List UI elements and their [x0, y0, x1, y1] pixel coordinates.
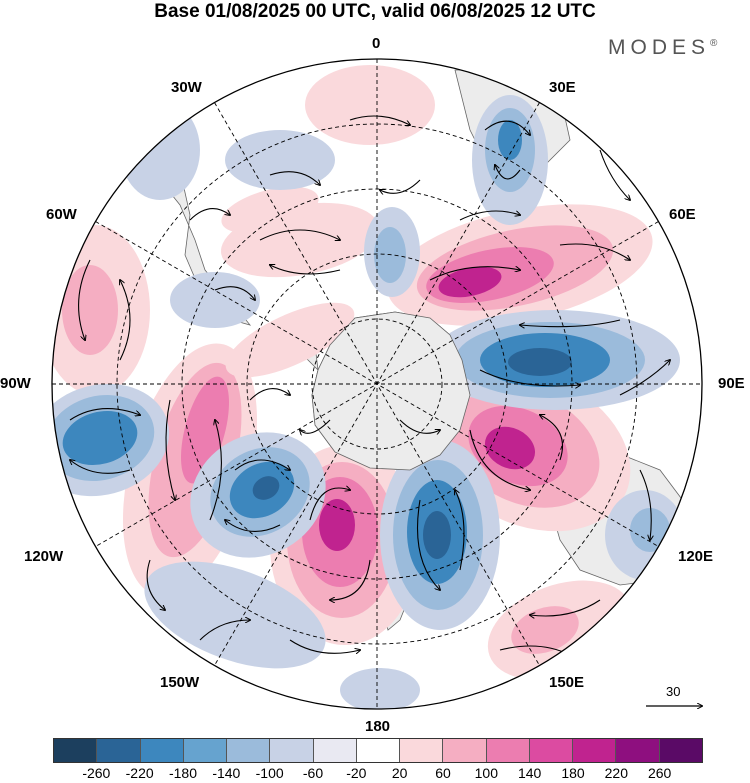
antarctica-overlay [311, 311, 471, 471]
colorbar-tick-label: -60 [302, 765, 324, 781]
colorbar-swatch [573, 739, 617, 762]
colorbar-tick-label: 60 [435, 765, 451, 781]
colorbar-swatch [659, 739, 702, 762]
colorbar-tick-label: -140 [212, 765, 241, 781]
colorbar-tick-label: -180 [168, 765, 198, 781]
colorbar-ticks: -260 -220 -180 -140 -100 -60 -20 20 60 100 140 180 2… [0, 765, 750, 783]
lon-label-150e: 150E [549, 674, 585, 691]
colorbar-swatch [443, 739, 487, 762]
colorbar-swatch [616, 739, 660, 762]
lon-label-30w: 30W [171, 79, 202, 96]
modes-logo: MODES® [608, 36, 722, 60]
brand-registered-mark: ® [710, 38, 723, 49]
colorbar-tick-label: -100 [255, 765, 284, 781]
lon-label-150w: 150W [160, 674, 200, 691]
colorbar-swatch [183, 739, 228, 762]
lon-label-180: 180 [365, 718, 391, 735]
colorbar-tick-label: -260 [82, 765, 111, 781]
colorbar-swatch [140, 739, 184, 762]
colorbar-swatch [313, 739, 357, 762]
lon-label-120w: 120W [24, 548, 64, 565]
colorbar-tick-label: 220 [604, 765, 629, 781]
lon-label-90e: 90E [718, 375, 745, 392]
colorbar-tick-label: 20 [391, 765, 408, 781]
lon-label-60w: 60W [46, 206, 77, 223]
colorbar-tick-label: 260 [647, 765, 672, 781]
colorbar-swatch [486, 739, 530, 762]
map-boundary [51, 58, 703, 710]
colorbar-swatch [54, 739, 98, 762]
colorbar-tick-label: -220 [125, 765, 154, 781]
colorbar-tick-label: 140 [517, 765, 542, 781]
graticule [52, 59, 702, 709]
colorbar-swatch [356, 739, 401, 762]
lon-label-30e: 30E [549, 79, 576, 96]
colorbar-tick-label: 180 [561, 765, 585, 781]
map-title: Base 01/08/2025 00 UTC, valid 06/08/2025… [154, 1, 596, 22]
colorbar-swatch [97, 739, 141, 762]
lon-label-60e: 60E [669, 206, 696, 223]
colorbar-tick-label: -20 [346, 765, 367, 781]
colorbar-swatch [529, 739, 574, 762]
lon-label-120e: 120E [678, 548, 714, 565]
lon-label-0: 0 [372, 35, 381, 52]
colorbar [53, 738, 703, 763]
colorbar-swatch [227, 739, 271, 762]
brand-text: MODES [608, 36, 711, 59]
colorbar-tick-label: 100 [474, 765, 499, 781]
wind-reference-label: 30 [666, 684, 681, 699]
colorbar-swatch [400, 739, 444, 762]
colorbar-swatch [270, 739, 314, 762]
lon-label-90w: 90W [0, 375, 31, 392]
wind-vectors [70, 115, 670, 655]
